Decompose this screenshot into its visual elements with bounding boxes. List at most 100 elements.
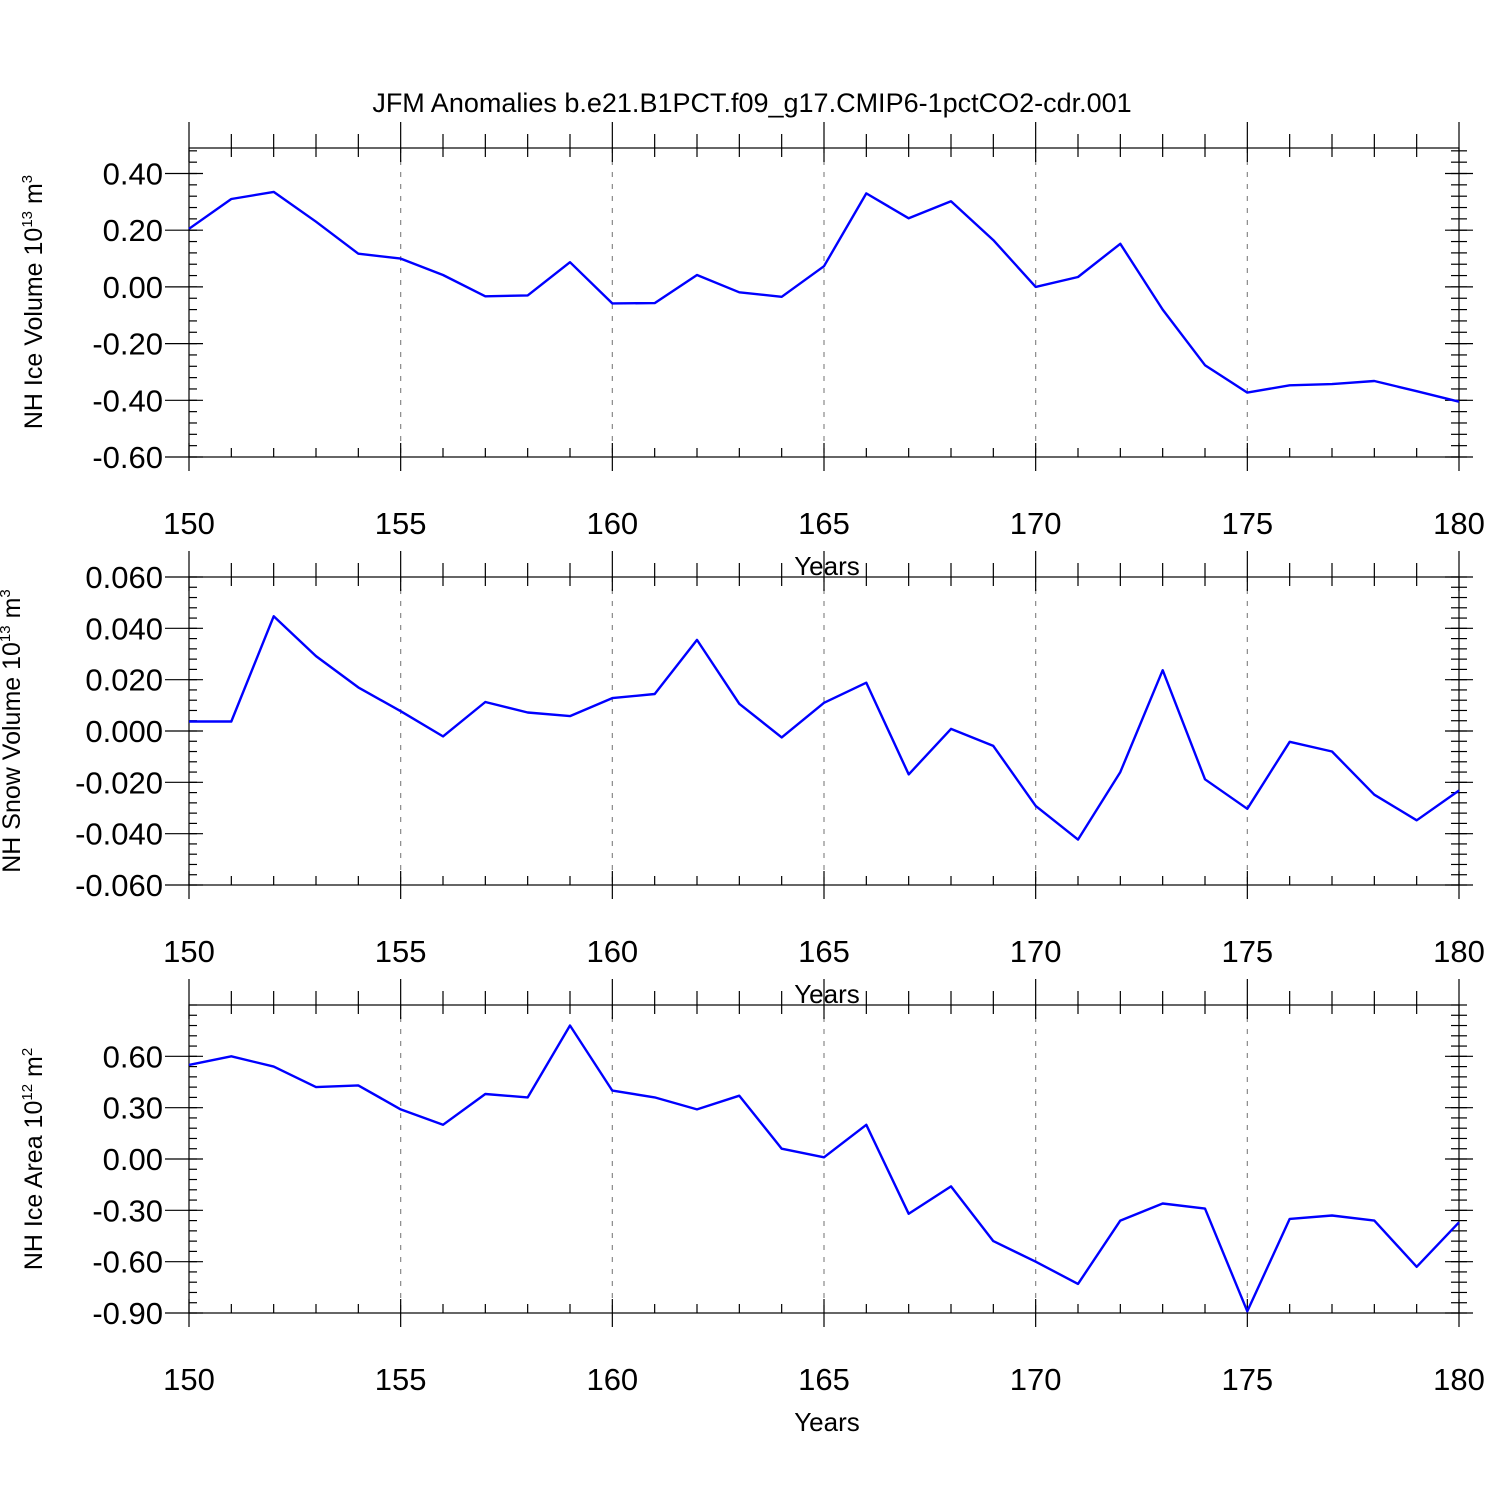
- data-point: [780, 1147, 784, 1151]
- y-tick-label: 0.060: [85, 560, 163, 595]
- data-point: [653, 1095, 657, 1099]
- data-point: [356, 685, 360, 689]
- data-point: [1118, 242, 1122, 246]
- x-tick-label: 160: [586, 506, 638, 541]
- data-point: [526, 1095, 530, 1099]
- data-point: [653, 692, 657, 696]
- data-point: [1203, 363, 1207, 367]
- y-tick-label: 0.30: [103, 1091, 163, 1126]
- data-point: [483, 1092, 487, 1096]
- y-tick-label: -0.40: [92, 383, 163, 418]
- data-point: [1372, 793, 1376, 797]
- data-point: [229, 720, 233, 724]
- data-point: [1330, 382, 1334, 386]
- x-tick-label: 170: [1010, 506, 1062, 541]
- data-point: [1415, 818, 1419, 822]
- y-axis-title-part: 13: [19, 211, 36, 228]
- y-tick-label: 0.020: [85, 663, 163, 698]
- data-point: [1288, 740, 1292, 744]
- data-point: [356, 252, 360, 256]
- panel-2: 0.0600.0400.0200.000-0.020-0.040-0.06015…: [0, 551, 1485, 1009]
- data-point: [991, 744, 995, 748]
- x-tick-label: 155: [375, 934, 427, 969]
- data-point: [1288, 383, 1292, 387]
- y-tick-label: -0.060: [75, 868, 163, 903]
- data-point: [1415, 389, 1419, 393]
- data-point: [695, 1107, 699, 1111]
- data-point: [1034, 1260, 1038, 1264]
- y-axis-title: NH Snow Volume 1013 m3: [0, 589, 26, 873]
- data-point: [1415, 1265, 1419, 1269]
- data-point: [1203, 777, 1207, 781]
- y-axis-title-part: 3: [0, 589, 14, 597]
- data-point: [526, 293, 530, 297]
- data-point: [1457, 400, 1461, 404]
- data-point: [399, 257, 403, 261]
- data-point: [314, 1085, 318, 1089]
- data-point: [441, 1123, 445, 1127]
- data-point: [1076, 275, 1080, 279]
- y-axis-title: NH Ice Area 1012 m2: [19, 1048, 48, 1270]
- data-point: [907, 772, 911, 776]
- data-point: [907, 1212, 911, 1216]
- data-point: [441, 734, 445, 738]
- data-point: [695, 273, 699, 277]
- data-point: [1457, 789, 1461, 793]
- data-point: [399, 1107, 403, 1111]
- data-point: [1076, 1282, 1080, 1286]
- data-point: [949, 727, 953, 731]
- data-point: [314, 654, 318, 658]
- data-point: [568, 1024, 572, 1028]
- y-tick-label: 0.00: [103, 1142, 163, 1177]
- x-tick-label: 180: [1433, 934, 1485, 969]
- data-point: [483, 700, 487, 704]
- data-point: [1161, 668, 1165, 672]
- data-point: [1330, 1213, 1334, 1217]
- y-axis-title-part: 12: [19, 1084, 36, 1101]
- x-tick-label: 160: [586, 934, 638, 969]
- data-point: [1034, 804, 1038, 808]
- data-point: [610, 1089, 614, 1093]
- x-tick-label: 170: [1010, 934, 1062, 969]
- x-tick-label: 165: [798, 934, 850, 969]
- data-point: [526, 711, 530, 715]
- data-point: [187, 1063, 191, 1067]
- y-tick-label: 0.40: [103, 157, 163, 192]
- data-point: [737, 1094, 741, 1098]
- x-tick-label: 155: [375, 1362, 427, 1397]
- data-point: [907, 216, 911, 220]
- y-tick-label: 0.040: [85, 611, 163, 646]
- y-tick-label: -0.020: [75, 765, 163, 800]
- data-point: [737, 290, 741, 294]
- data-point: [1372, 1219, 1376, 1223]
- series-line: [189, 615, 1460, 841]
- data-point: [187, 227, 191, 231]
- y-axis-title-part: 2: [19, 1048, 36, 1056]
- series-line: [188, 1024, 1460, 1313]
- x-tick-label: 175: [1221, 934, 1273, 969]
- x-tick-label: 180: [1433, 506, 1485, 541]
- x-tick-label: 160: [586, 1362, 638, 1397]
- data-point: [568, 260, 572, 264]
- y-tick-label: -0.040: [75, 817, 163, 852]
- data-point: [864, 1123, 868, 1127]
- data-point: [653, 301, 657, 305]
- data-point: [229, 197, 233, 201]
- data-point: [1372, 379, 1376, 383]
- y-axis-title-part: NH Ice Volume 10: [20, 228, 48, 430]
- data-point: [1118, 770, 1122, 774]
- data-point: [483, 294, 487, 298]
- y-tick-label: -0.60: [92, 1245, 163, 1280]
- y-axis-title: NH Ice Volume 1013 m3: [19, 175, 48, 429]
- data-point: [737, 702, 741, 706]
- y-axis-title-part: NH Ice Area 10: [20, 1101, 48, 1271]
- data-point: [568, 714, 572, 718]
- data-point: [441, 273, 445, 277]
- y-tick-label: 0.00: [103, 270, 163, 305]
- y-axis-title-part: 13: [0, 625, 14, 642]
- y-axis-title-part: m: [0, 598, 26, 626]
- data-point: [949, 1184, 953, 1188]
- x-axis-title: Years: [794, 1407, 860, 1437]
